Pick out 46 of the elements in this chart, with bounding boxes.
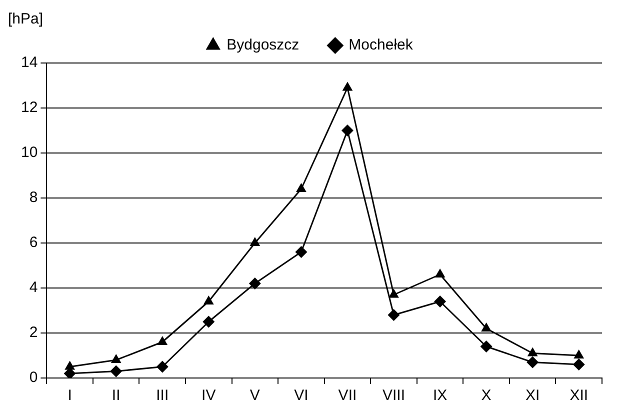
point <box>574 350 584 358</box>
point <box>250 237 260 246</box>
y-tick-label: 10 <box>20 144 38 162</box>
legend-label: Bydgoszcz <box>226 36 300 54</box>
x-tick-label: V <box>250 387 260 404</box>
point <box>480 340 492 352</box>
point <box>110 365 122 378</box>
x-tick-label: II <box>112 387 120 404</box>
y-tick-label: 0 <box>29 369 38 386</box>
point <box>341 124 354 136</box>
point <box>202 316 215 328</box>
x-tick-label: IV <box>202 387 216 404</box>
point <box>296 183 306 192</box>
y-tick-label: 6 <box>29 234 38 252</box>
y-tick-label: 2 <box>29 324 38 342</box>
y-tick-label: 14 <box>20 54 38 72</box>
legend-label: Mochełek <box>348 36 414 54</box>
point <box>64 360 76 370</box>
y-tick-label: 4 <box>29 279 38 296</box>
y-tick-label: 8 <box>29 189 38 206</box>
point <box>342 82 353 91</box>
point <box>157 336 168 345</box>
x-tick-label: X <box>481 387 492 404</box>
point <box>526 356 539 368</box>
point <box>388 309 400 321</box>
point <box>481 322 492 332</box>
y-tick-label: 12 <box>20 99 38 116</box>
point <box>434 296 446 308</box>
point <box>572 358 585 370</box>
x-tick-label: XII <box>570 387 588 404</box>
point <box>110 354 122 363</box>
x-tick-label: IX <box>432 387 448 404</box>
point <box>434 268 446 278</box>
point <box>527 347 538 356</box>
x-tick-label: I <box>68 387 72 404</box>
point <box>295 246 308 258</box>
point <box>203 296 214 304</box>
point <box>388 288 399 298</box>
point <box>156 360 168 373</box>
point <box>248 278 261 290</box>
x-tick-label: XI <box>525 387 540 404</box>
x-tick-label: VII <box>338 387 357 404</box>
y-axis-title: [hPa] <box>8 10 44 28</box>
x-tick-label: III <box>156 387 169 404</box>
x-tick-label: VI <box>294 387 308 404</box>
x-tick-label: VIII <box>382 387 406 404</box>
